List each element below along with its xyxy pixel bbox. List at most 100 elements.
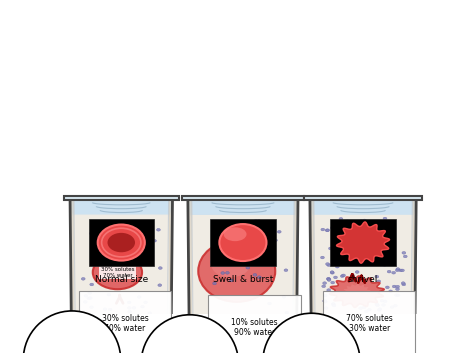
Ellipse shape — [102, 340, 106, 342]
Ellipse shape — [323, 300, 327, 302]
Bar — [210, 220, 276, 266]
Ellipse shape — [128, 310, 131, 313]
Ellipse shape — [402, 283, 406, 286]
Text: 30% solutes
70% water: 30% solutes 70% water — [102, 314, 148, 333]
Ellipse shape — [361, 333, 365, 336]
Ellipse shape — [221, 272, 225, 274]
Ellipse shape — [99, 263, 136, 271]
Ellipse shape — [364, 263, 367, 266]
Ellipse shape — [379, 333, 383, 335]
Ellipse shape — [217, 321, 221, 323]
Ellipse shape — [92, 258, 96, 261]
Bar — [182, 196, 304, 200]
Ellipse shape — [118, 328, 122, 331]
Ellipse shape — [320, 319, 324, 322]
Ellipse shape — [330, 226, 334, 229]
Ellipse shape — [137, 296, 141, 298]
Ellipse shape — [114, 239, 118, 242]
Ellipse shape — [125, 329, 129, 332]
Ellipse shape — [345, 258, 349, 261]
Polygon shape — [70, 200, 73, 347]
Ellipse shape — [273, 239, 277, 242]
Ellipse shape — [377, 309, 381, 311]
Ellipse shape — [254, 220, 258, 222]
Ellipse shape — [392, 271, 396, 274]
Ellipse shape — [328, 338, 332, 341]
Ellipse shape — [94, 339, 98, 341]
Ellipse shape — [331, 303, 335, 305]
Ellipse shape — [343, 331, 346, 333]
Ellipse shape — [108, 233, 135, 252]
Ellipse shape — [148, 239, 152, 241]
Ellipse shape — [350, 329, 354, 332]
Text: Swell & burst: Swell & burst — [213, 275, 273, 284]
Ellipse shape — [109, 328, 113, 331]
Ellipse shape — [137, 257, 140, 259]
Ellipse shape — [275, 331, 279, 334]
Ellipse shape — [121, 250, 125, 252]
Ellipse shape — [88, 297, 92, 299]
Ellipse shape — [153, 318, 156, 320]
Ellipse shape — [392, 326, 396, 329]
Ellipse shape — [365, 226, 369, 228]
Ellipse shape — [341, 331, 345, 334]
Ellipse shape — [121, 334, 125, 336]
Ellipse shape — [396, 294, 400, 297]
Ellipse shape — [340, 258, 344, 260]
Ellipse shape — [246, 267, 250, 269]
Ellipse shape — [323, 294, 327, 297]
Ellipse shape — [357, 220, 361, 223]
Ellipse shape — [229, 279, 233, 282]
Ellipse shape — [93, 255, 142, 289]
Ellipse shape — [109, 220, 112, 223]
Ellipse shape — [382, 241, 385, 244]
Ellipse shape — [330, 318, 334, 321]
Ellipse shape — [334, 245, 337, 247]
Ellipse shape — [358, 339, 362, 341]
Bar — [64, 196, 179, 200]
Ellipse shape — [235, 234, 238, 237]
Ellipse shape — [211, 252, 250, 277]
Ellipse shape — [97, 234, 101, 236]
Ellipse shape — [343, 317, 347, 319]
Ellipse shape — [149, 224, 153, 227]
Ellipse shape — [324, 319, 328, 322]
Ellipse shape — [336, 265, 339, 268]
Ellipse shape — [385, 286, 389, 289]
Ellipse shape — [103, 265, 132, 280]
Ellipse shape — [383, 264, 386, 266]
Ellipse shape — [320, 256, 324, 259]
Ellipse shape — [90, 283, 94, 286]
Ellipse shape — [375, 275, 379, 278]
Polygon shape — [169, 200, 173, 347]
Ellipse shape — [366, 261, 370, 263]
Ellipse shape — [282, 295, 286, 298]
Polygon shape — [310, 200, 416, 215]
Ellipse shape — [350, 241, 354, 244]
Ellipse shape — [365, 234, 368, 237]
Ellipse shape — [92, 256, 96, 258]
Ellipse shape — [226, 271, 229, 274]
Ellipse shape — [396, 335, 400, 338]
Ellipse shape — [375, 303, 379, 306]
Ellipse shape — [346, 220, 349, 223]
Ellipse shape — [364, 321, 367, 324]
Ellipse shape — [393, 304, 397, 307]
Ellipse shape — [391, 256, 395, 258]
Ellipse shape — [148, 312, 152, 315]
Ellipse shape — [390, 306, 394, 309]
Polygon shape — [72, 215, 171, 347]
Text: 30% solutes
70% water: 30% solutes 70% water — [100, 267, 134, 278]
Ellipse shape — [215, 340, 219, 343]
FancyBboxPatch shape — [70, 343, 173, 353]
Ellipse shape — [129, 244, 133, 247]
Ellipse shape — [383, 314, 386, 316]
Ellipse shape — [332, 304, 336, 307]
Ellipse shape — [363, 219, 366, 222]
Ellipse shape — [109, 228, 112, 230]
Ellipse shape — [243, 222, 246, 225]
Ellipse shape — [145, 254, 149, 256]
Ellipse shape — [87, 297, 91, 300]
Ellipse shape — [331, 303, 335, 306]
Ellipse shape — [401, 269, 404, 272]
